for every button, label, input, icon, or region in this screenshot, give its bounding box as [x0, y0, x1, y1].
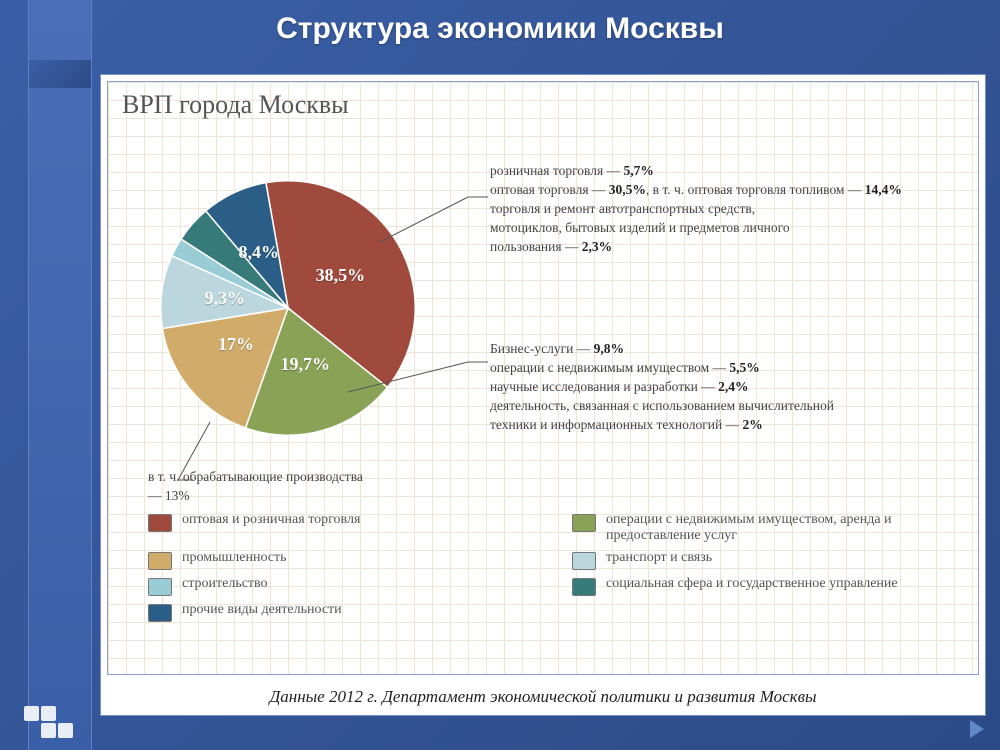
legend-swatch-1 — [572, 514, 596, 532]
ann-research: научные исследования и разработки — 2,4% — [490, 378, 968, 397]
legend-label-4: строительство — [182, 576, 268, 592]
callout-services: Бизнес-услуги — 9,8% операции с недвижим… — [490, 340, 968, 434]
left-decor-rail — [28, 0, 92, 750]
credit-line: Данные 2012 г. Департамент экономической… — [103, 687, 983, 707]
legend-label-1: операции с недвижимым имуществом, аренда… — [606, 512, 968, 544]
legend-item-2: промышленность — [148, 550, 544, 570]
legend-label-6: прочие виды деятельности — [182, 602, 342, 618]
legend-swatch-5 — [572, 578, 596, 596]
ann-trade-auto: торговля и ремонт автотранспортных средс… — [490, 200, 960, 257]
legend-swatch-4 — [148, 578, 172, 596]
legend-swatch-2 — [148, 552, 172, 570]
ann-biz: Бизнес-услуги — 9,8% — [490, 340, 968, 359]
legend-item-6: прочие виды деятельности — [148, 602, 544, 622]
legend-label-3: транспорт и связь — [606, 550, 712, 566]
legend-swatch-0 — [148, 514, 172, 532]
slide-title: Структура экономики Москвы — [0, 12, 1000, 46]
legend-label-0: оптовая и розничная торговля — [182, 512, 360, 528]
legend-label-2: промышленность — [182, 550, 287, 566]
leader-lines — [108, 82, 978, 502]
legend-item-1: операции с недвижимым имуществом, аренда… — [572, 512, 968, 544]
callout-trade: розничная торговля — 5,7% оптовая торгов… — [490, 162, 960, 256]
legend-swatch-6 — [148, 604, 172, 622]
ann-trade-retail: розничная торговля — 5,7% — [490, 162, 960, 181]
chart-canvas: ВРП города Москвы 38,5%19,7%17%9,3%8,4% — [107, 81, 979, 675]
content-panel: ВРП города Москвы 38,5%19,7%17%9,3%8,4% — [100, 74, 986, 716]
next-slide-button[interactable] — [970, 720, 984, 738]
legend-item-3: транспорт и связь — [572, 550, 968, 570]
ann-trade-wholesale: оптовая торговля — 30,5%, в т. ч. оптова… — [490, 181, 960, 200]
ann-it: деятельность, связанная с использованием… — [490, 397, 968, 435]
legend-swatch-3 — [572, 552, 596, 570]
legend-item-4: строительство — [148, 576, 544, 596]
legend-item-0: оптовая и розничная торговля — [148, 512, 544, 544]
legend-item-5: социальная сфера и государственное управ… — [572, 576, 968, 596]
ann-manufacturing: в т. ч. обрабатывающие производства — 13… — [148, 469, 363, 503]
legend-label-5: социальная сфера и государственное управ… — [606, 576, 898, 592]
corner-squares-icon — [24, 706, 88, 736]
slide-header: Структура экономики Москвы — [0, 12, 1000, 76]
slide-frame: Структура экономики Москвы ВРП города Мо… — [0, 0, 1000, 750]
legend: оптовая и розничная торговля операции с н… — [148, 512, 968, 622]
ann-realestate: операции с недвижимым имуществом — 5,5% — [490, 359, 968, 378]
callout-industry: в т. ч. обрабатывающие производства — 13… — [148, 468, 368, 506]
